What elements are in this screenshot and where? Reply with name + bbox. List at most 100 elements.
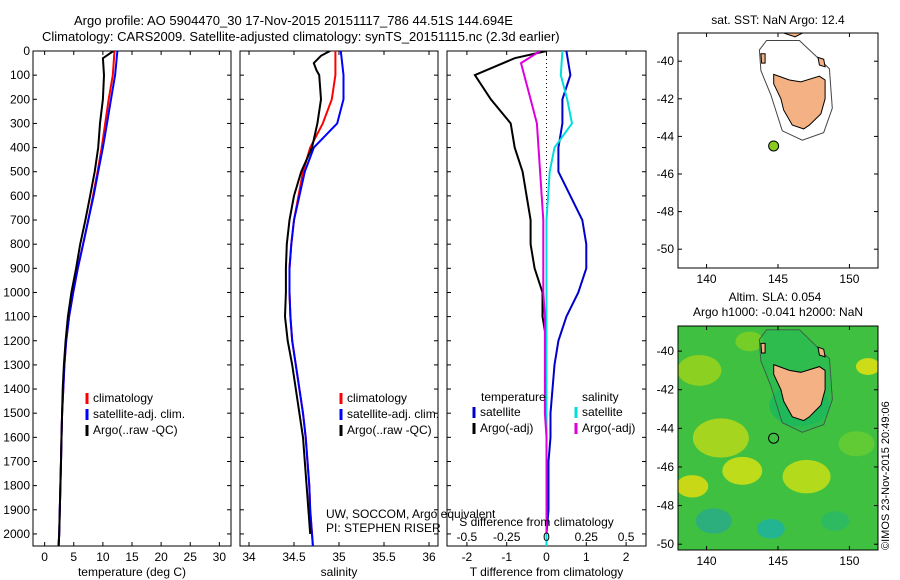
panel-difference-from-climatology: -2 -1 0 1 2T difference from climatology S di… [446,50,647,579]
sla-blob [678,355,722,386]
tasmania-land [773,363,826,422]
map-y-tick-label: -42 [657,383,675,397]
king-island [760,342,766,354]
y-tick-label: 1600 [3,430,30,444]
map-y-tick-label: -44 [657,421,675,435]
map-area [758,33,833,141]
map-x-tick-label: 140 [697,554,717,568]
series-line-1 [288,51,345,546]
y-tick-label: 900 [10,261,30,275]
x-tick-label: 25 [184,550,198,564]
figure-title-line1: Argo profile: AO 5904470_30 17-Nov-2015 … [74,13,513,28]
map-y-tick-label: -50 [657,537,675,551]
map-x-tick-label: 150 [839,554,859,568]
map-y-tick-label: -48 [657,499,675,513]
legend-item-0-label: climatology [347,391,407,405]
map-area [678,326,878,550]
sst-map-title: sat. SST: NaN Argo: 12.4 [711,13,845,27]
imos-watermark: ©IMOS 23-Nov-2015 20:49:06 [880,401,892,550]
x-tick-label: 30 [213,550,227,564]
sla-blob [756,518,785,539]
map-y-tick-label: -40 [657,54,675,68]
map-x-tick-label: 150 [839,272,859,286]
diff-line-1 [473,51,548,546]
sla-blob [782,459,831,494]
x-tick-label: 10 [96,550,110,564]
sla-blob [821,511,850,531]
sla-blob [692,418,749,458]
x-tick-label: 34.5 [282,550,306,564]
credit-line2: PI: STEPHEN RISER [326,521,441,535]
y-tick-label: 1000 [3,285,30,299]
x2-tick-label: 0.25 [575,530,599,544]
y-tick-label: 1200 [3,334,30,348]
panel-frame [239,50,439,547]
x-tick-label: 36 [422,550,436,564]
x-tick-label: 1 [583,550,590,564]
argo-location-marker [768,432,780,444]
x-tick-label: 0 [543,550,550,564]
map-x-tick-label: 145 [768,272,788,286]
legend-item-2-label: Argo(..raw -QC) [93,423,178,437]
y-tick-label: 100 [10,68,30,82]
legend-salinity-title: salinity [582,390,619,404]
series-line-2 [283,51,331,534]
x2-tick-label: -0.25 [493,530,521,544]
map-y-tick-label: -48 [657,205,675,219]
x-tick-label: 34 [242,550,256,564]
tasmania-land [773,73,826,130]
flinders-island [817,56,826,68]
legend-item-1-label: satellite-adj. clim. [93,407,185,421]
legend-profile-0: climatology satellite-adj. clim. Argo(..ra… [85,391,185,437]
sla-blob [856,358,878,375]
sla-map-title-line1: Altim. SLA: 0.054 [729,290,822,304]
panel-salinity-profile: 34 34.5 35 35.5 36 salinity [239,50,439,579]
y-tick-label: 1500 [3,406,30,420]
panel-frame [32,50,232,547]
plot-area [57,51,119,546]
y-tick-label: 1400 [3,382,30,396]
x-tick-label: 20 [154,550,168,564]
x-axis-label: salinity [321,565,358,579]
y-tick-label: 2000 [3,527,30,541]
y-tick-label: 200 [10,92,30,106]
x-tick-label: 2 [623,550,630,564]
sla-blob [735,331,764,352]
legend-t-sat-label: satellite [480,405,521,419]
legend-item-1-label: satellite-adj. clim. [347,407,439,421]
sla-blob [722,456,763,485]
y-tick-label: 1700 [3,454,30,468]
flinders-island [817,346,826,358]
x-tick-label: 0 [41,550,48,564]
y-tick-label: 0 [23,44,30,58]
y-tick-label: 1300 [3,358,30,372]
y-tick-label: 600 [10,189,30,203]
map-y-tick-label: -46 [657,167,675,181]
sla-blob [695,508,732,534]
plot-area [283,51,345,546]
map-y-tick-label: -40 [657,344,675,358]
map-x-tick-label: 145 [768,554,788,568]
x-axis-label: T difference from climatology [470,565,624,579]
diff-line-0 [545,51,588,546]
legend-difference: temperature salinitysatelliteArgo(-adj)sa… [472,390,635,435]
legend-profile-1: climatology satellite-adj. clim. Argo(..ra… [339,391,439,437]
map-sla-map: 140 145 150 -40 -42 -44 -46 -48 -50 [657,325,879,568]
panel-temperature-profile: 0100200300400500600700800900100011001200… [3,44,232,579]
x2-tick-label: 0 [543,530,550,544]
legend-t-argo-label: Argo(-adj) [480,421,533,435]
x-tick-label: 35.5 [372,550,396,564]
series-line-2 [57,51,114,546]
map-y-tick-label: -44 [657,129,675,143]
series-line-1 [57,51,119,546]
legend-item-0-label: climatology [93,391,153,405]
x-tick-label: -1 [501,550,512,564]
map-y-tick-label: -42 [657,92,675,106]
map-sst-map: 140 145 150 -40 -42 -44 -46 -48 -50 [657,32,879,286]
sla-blob [678,475,709,498]
king-island [760,53,766,64]
y-tick-label: 1100 [4,310,30,324]
mainland-coast [782,33,804,38]
legend-item-2-label: Argo(..raw -QC) [347,423,432,437]
y-tick-label: 500 [10,165,30,179]
